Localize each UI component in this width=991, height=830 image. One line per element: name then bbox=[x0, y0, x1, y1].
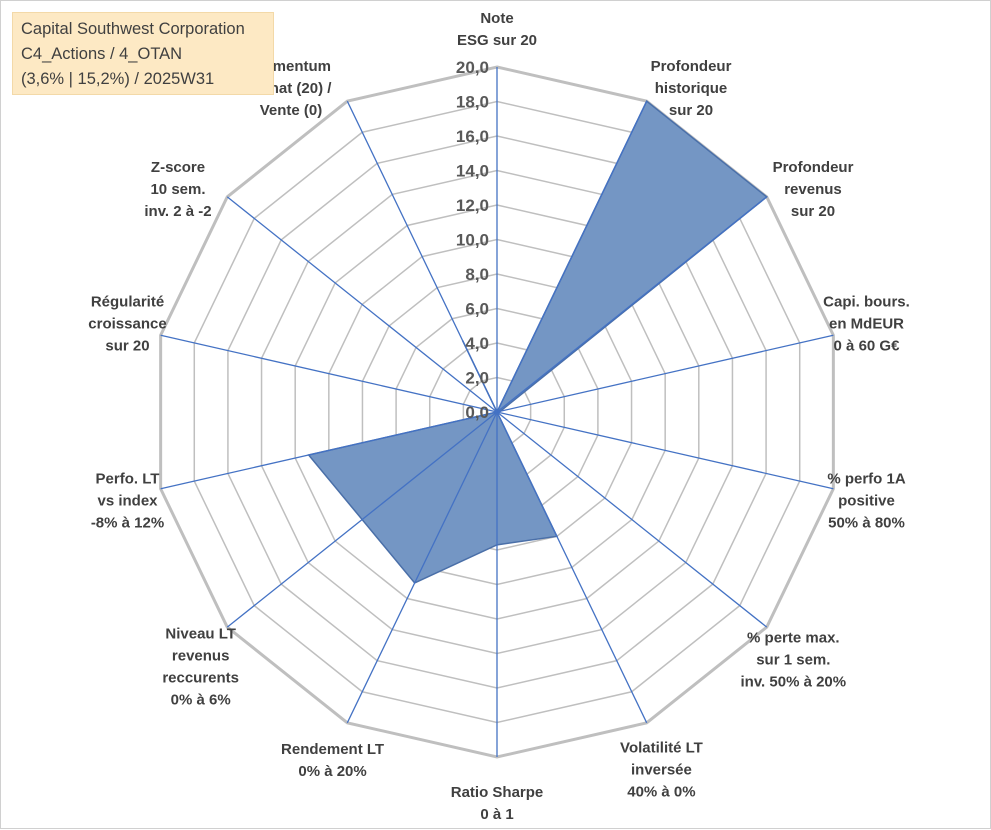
axis-spoke bbox=[227, 197, 497, 412]
tick-label: 6,0 bbox=[465, 300, 489, 319]
tick-label: 16,0 bbox=[456, 127, 489, 146]
tick-label: 12,0 bbox=[456, 196, 489, 215]
tick-label: 2,0 bbox=[465, 369, 489, 388]
details-line: (3,6% | 15,2%) / 2025W31 bbox=[21, 67, 265, 92]
tick-label: 18,0 bbox=[456, 93, 489, 112]
series-area bbox=[309, 101, 767, 583]
tick-label: 0,0 bbox=[465, 403, 489, 422]
company-name: Capital Southwest Corporation bbox=[21, 17, 265, 42]
tick-label: 8,0 bbox=[465, 265, 489, 284]
category-line: C4_Actions / 4_OTAN bbox=[21, 42, 265, 67]
axis-label: % perte max.sur 1 sem.inv. 50% à 20% bbox=[741, 630, 847, 691]
tick-label: 20,0 bbox=[456, 58, 489, 77]
tick-label: 14,0 bbox=[456, 162, 489, 181]
series-layer bbox=[309, 101, 767, 583]
tick-layer: 0,0 2,0 4,0 6,0 8,0 10,0 12,0 14,0 16,0 18,0 20,0 bbox=[456, 58, 489, 422]
tick-label: 4,0 bbox=[465, 334, 489, 353]
info-box: Capital Southwest Corporation C4_Actions… bbox=[12, 12, 274, 95]
tick-label: 10,0 bbox=[456, 231, 489, 250]
